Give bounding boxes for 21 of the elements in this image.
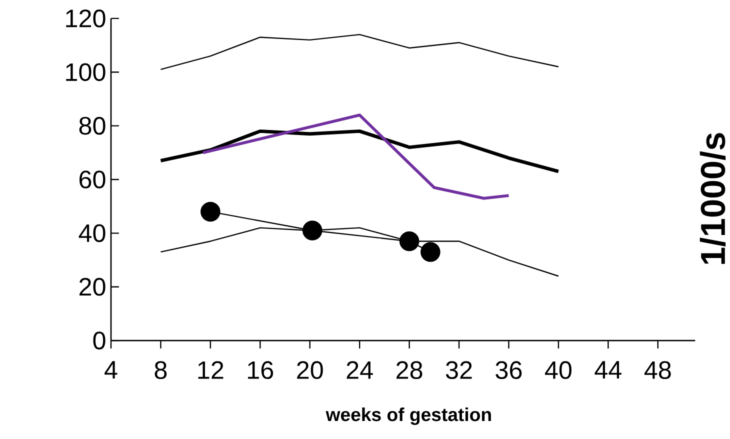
x-tick-label: 44 xyxy=(594,361,622,378)
x-tick-label: 28 xyxy=(396,361,422,379)
x-tick-label: 24 xyxy=(346,361,373,379)
y-tick-label: 80 xyxy=(79,116,106,135)
y-tick-label: 120 xyxy=(66,9,106,28)
y-tick-label: 100 xyxy=(66,63,106,82)
y-axis-title: 1/1000/s xyxy=(700,133,726,264)
y-tick-label: 40 xyxy=(78,224,106,242)
y-tick-label: 60 xyxy=(80,170,106,188)
x-tick-label: 36 xyxy=(496,361,522,379)
x-tick-label: 8 xyxy=(154,361,167,379)
x-tick-label: 20 xyxy=(297,361,323,379)
x-tick-label: 16 xyxy=(248,361,274,379)
y-tick-label: 20 xyxy=(80,278,106,296)
x-axis-title: weeks of gestation xyxy=(326,407,491,425)
x-tick-label: 40 xyxy=(545,361,572,379)
x-tick-label: 4 xyxy=(104,361,118,378)
x-tick-label: 48 xyxy=(644,361,671,379)
x-tick-label: 32 xyxy=(446,361,472,379)
y-tick-label: 0 xyxy=(93,332,106,350)
x-tick-label: 12 xyxy=(198,361,224,379)
